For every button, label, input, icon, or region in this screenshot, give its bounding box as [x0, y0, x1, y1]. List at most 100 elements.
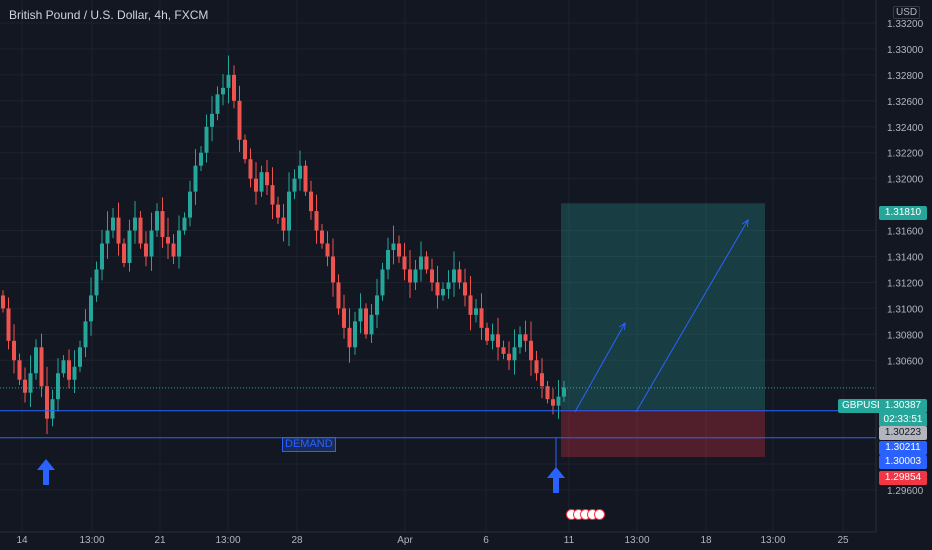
y-tick-label: 1.29600 — [887, 486, 924, 497]
candle-body — [193, 165, 198, 192]
candle-body — [237, 100, 242, 140]
x-tick-label: 21 — [154, 535, 166, 546]
bearish-candle — [160, 197, 165, 248]
demand-label: DEMAND — [282, 437, 336, 452]
bearish-candle — [435, 265, 440, 309]
bullish-candle — [127, 219, 132, 272]
bullish-candle — [210, 95, 214, 142]
candle-body — [452, 269, 456, 283]
candle-body — [562, 387, 566, 397]
candle-body — [545, 386, 550, 400]
candle-body — [166, 237, 170, 244]
candle-body — [380, 269, 385, 296]
candle-body — [83, 321, 88, 348]
candle-body — [408, 269, 412, 283]
y-tick-label: 1.31200 — [887, 278, 924, 289]
bullish-candle — [61, 355, 66, 378]
bullish-candle — [78, 340, 82, 373]
candle-body — [226, 74, 231, 88]
candle-body — [160, 211, 165, 238]
candle-body — [12, 340, 16, 361]
x-tick-label: 6 — [483, 535, 489, 546]
bullish-candle — [446, 270, 451, 299]
candle-body — [292, 178, 297, 192]
bullish-candle — [353, 311, 357, 355]
x-tick-label: 13:00 — [79, 535, 104, 546]
candle-body — [171, 243, 176, 257]
candle-body — [210, 113, 214, 127]
ticker-badge: GBPUSD — [838, 399, 889, 413]
candle-body — [221, 87, 225, 95]
x-axis: 14 13:00 21 13:00 28 Apr 6 11 13:00 18 13:00 25 — [16, 535, 849, 546]
candle-body — [490, 334, 495, 341]
y-tick-label: 1.31400 — [887, 253, 924, 264]
currency-label[interactable]: USD — [893, 6, 921, 19]
bearish-candle — [424, 251, 429, 274]
bearish-candle — [12, 324, 16, 374]
candle-body — [331, 256, 335, 283]
y-tick-label: 1.31600 — [887, 227, 924, 238]
bullish-candle — [56, 358, 60, 412]
bullish-candle — [358, 293, 363, 334]
bullish-candle — [292, 169, 297, 200]
x-tick-label: 11 — [564, 535, 575, 546]
bullish-candle — [375, 278, 379, 329]
candle-body — [204, 126, 209, 153]
candle-body — [1, 295, 5, 309]
economic-events[interactable] — [566, 507, 605, 521]
candle-body — [419, 256, 423, 270]
y-tick-label: 1.30800 — [887, 330, 924, 341]
candle-body — [254, 178, 258, 192]
bearish-candle — [551, 388, 555, 415]
x-tick-label: 25 — [837, 535, 849, 546]
forecast-arrowhead — [618, 321, 626, 331]
bearish-candle — [402, 242, 407, 281]
bearish-candle — [320, 223, 324, 249]
bearish-candle — [166, 217, 170, 260]
bullish-candle — [512, 329, 517, 375]
candle-body — [309, 191, 313, 212]
candle-body — [551, 399, 555, 406]
bullish-candle — [182, 212, 187, 235]
candle-body — [6, 308, 11, 341]
candle-body — [386, 250, 390, 270]
candle-body — [298, 165, 302, 179]
bearish-candle — [270, 167, 275, 219]
candle-body — [501, 347, 506, 354]
candle-body — [243, 139, 247, 160]
bearish-candle — [364, 303, 368, 339]
candle-body — [199, 152, 203, 166]
y-tick-label: 1.32200 — [887, 149, 924, 160]
candle-body — [50, 399, 55, 419]
candle-body — [358, 308, 363, 322]
candle-body — [474, 308, 478, 315]
bearish-candle — [501, 340, 506, 360]
bearish-candle — [39, 333, 44, 398]
bullish-candle — [391, 225, 396, 265]
bullish-candle — [413, 260, 418, 290]
candle-body — [375, 295, 379, 315]
position-zones — [561, 203, 765, 458]
bearish-candle — [265, 159, 269, 195]
candle-body — [397, 243, 401, 257]
candle-body — [78, 347, 82, 367]
candle-body — [347, 327, 352, 348]
candle-body — [45, 386, 49, 419]
bearish-candle — [23, 367, 27, 403]
bullish-candle — [155, 203, 159, 237]
candle-body — [457, 269, 462, 283]
bearish-candle — [468, 276, 473, 331]
candle-body — [369, 314, 374, 335]
candle-body — [402, 256, 407, 270]
bearish-candle — [171, 234, 176, 265]
flag-icon[interactable] — [594, 509, 605, 520]
bearish-candle — [281, 203, 286, 242]
bullish-candle — [111, 208, 115, 239]
candle-body — [270, 185, 275, 205]
bearish-candle — [248, 148, 253, 188]
y-tick-label: 1.30600 — [887, 356, 924, 367]
bearish-candle — [314, 194, 319, 244]
y-tick-label: 1.33000 — [887, 45, 924, 56]
entry-price-badge: 1.30223 — [879, 426, 927, 440]
